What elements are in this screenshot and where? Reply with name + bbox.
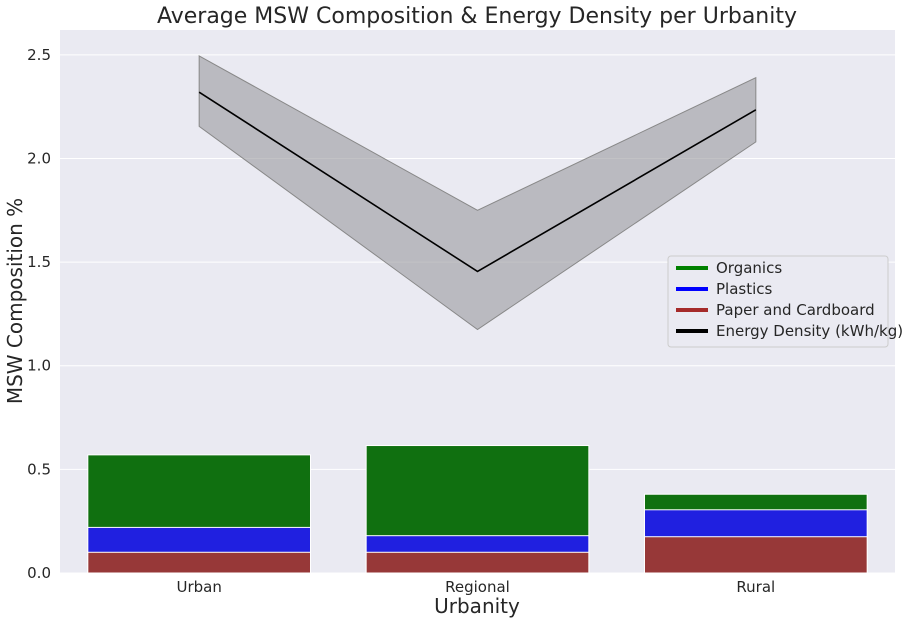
x-axis-label: Urbanity	[434, 594, 520, 618]
legend: Organics Plastics Paper and Cardboard En…	[667, 255, 903, 348]
bar-paper-and-cardboard-rural	[644, 536, 868, 574]
y-tick-label: 1.5	[27, 253, 51, 271]
energy-density-ci-band	[198, 55, 757, 331]
y-tick-label: 2.0	[27, 149, 51, 167]
x-tick-label-rural: Rural	[736, 578, 775, 596]
legend-label-paper-and-cardboard: Paper and Cardboard	[716, 301, 875, 319]
bar-paper-and-cardboard-urban	[87, 551, 312, 574]
legend-label-energy-density: Energy Density (kWh/kg)	[716, 322, 903, 340]
bar-paper-and-cardboard-regional	[365, 551, 590, 574]
y-tick-label: 0.0	[27, 564, 51, 582]
bars	[87, 445, 868, 574]
legend-box	[667, 255, 889, 348]
legend-label-plastics: Plastics	[716, 280, 773, 298]
y-tick-label: 2.5	[27, 46, 51, 64]
x-tick-label-regional: Regional	[445, 578, 510, 596]
x-tick-label-urban: Urban	[176, 578, 221, 596]
y-axis-label: MSW Composition %	[3, 198, 27, 404]
chart-title: Average MSW Composition & Energy Density…	[157, 4, 797, 29]
y-tick-label: 1.0	[27, 357, 51, 375]
legend-label-organics: Organics	[716, 259, 782, 277]
y-tick-label: 0.5	[27, 460, 51, 478]
energy-density-line-group	[198, 55, 757, 331]
energy-density-line	[198, 91, 757, 273]
x-tick-labels: Urban Regional Rural	[176, 578, 775, 596]
y-tick-labels: 0.0 0.5 1.0 1.5 2.0 2.5	[27, 46, 51, 582]
